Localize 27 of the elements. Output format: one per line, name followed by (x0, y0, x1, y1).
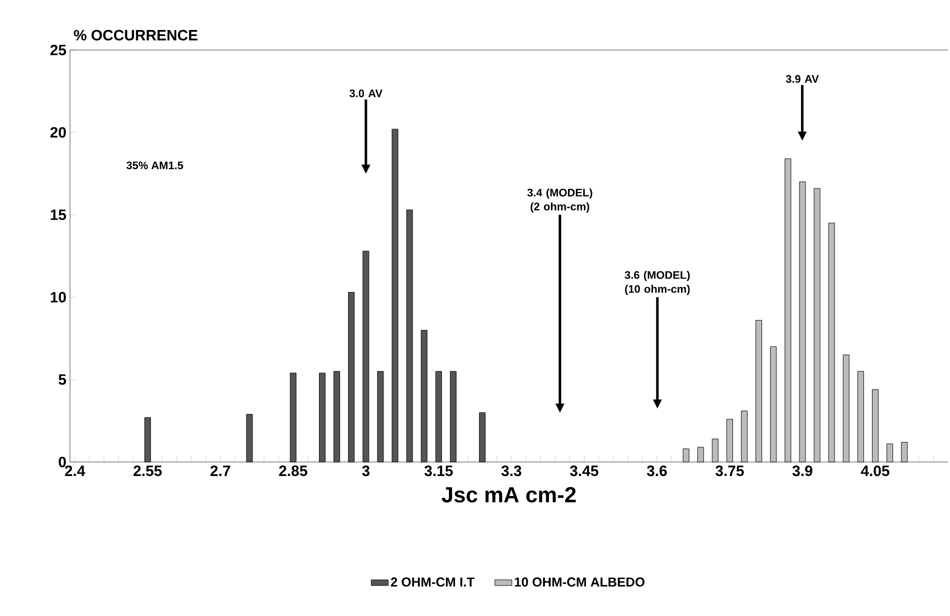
x-tick-label: 2.55 (134, 466, 162, 476)
x-tick-label: 2.7 (210, 466, 230, 476)
x-axis-title: Jsc mA cm-2 (442, 486, 576, 502)
annotation: 3.0 AV (349, 89, 382, 98)
y-tick-label: 20 (50, 127, 66, 138)
x-tick-label: 3 (362, 466, 370, 476)
x-tick-label: 2.4 (64, 466, 86, 476)
x-tick-label: 3.15 (424, 466, 453, 476)
legend-label: 10 OHM-CM ALBEDO (514, 577, 645, 587)
legend-label: 2 OHM-CM I.T (390, 577, 474, 587)
annotation: 35% AM1.5 (126, 161, 184, 170)
x-tick-label: 2.85 (279, 466, 308, 476)
x-tick-label: 4.05 (860, 466, 890, 476)
x-tick-label: 3.6 (646, 466, 667, 476)
annotation: 3.4 (MODEL) (2 ohm-cm) (527, 188, 592, 213)
y-tick-label: 10 (50, 292, 66, 302)
x-tick-label: 3.45 (570, 466, 598, 476)
y-axis-title: % OCCURRENCE (74, 30, 198, 40)
y-tick-label: 0 (58, 456, 66, 468)
x-tick-label: 3.9 (792, 466, 812, 476)
annotation: 3.6 (MODEL) (10 ohm-cm) (624, 270, 690, 295)
y-tick-label: 5 (58, 374, 66, 385)
y-tick-label: 15 (50, 210, 66, 220)
y-tick-label: 25 (50, 44, 66, 56)
annotation: 3.9 AV (786, 75, 819, 83)
x-tick-label: 3.3 (501, 466, 522, 476)
x-tick-label: 3.75 (716, 466, 744, 476)
